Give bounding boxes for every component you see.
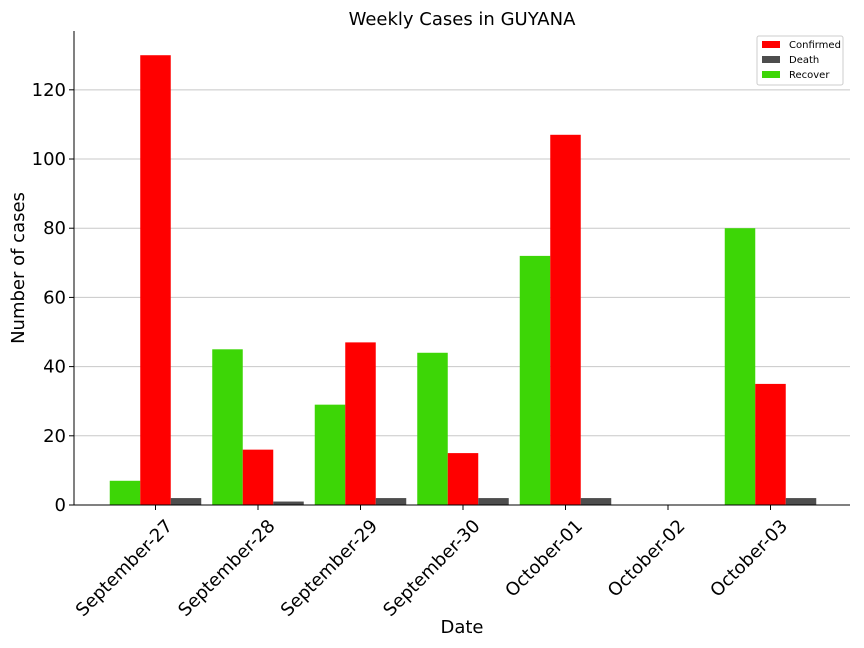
x-tick-label: September-30 xyxy=(379,516,484,621)
bar-recover xyxy=(724,228,756,506)
bar-death xyxy=(785,498,817,505)
x-tick-label: September-29 xyxy=(277,516,382,621)
bar-confirmed xyxy=(242,449,274,505)
x-tick-label: October-01 xyxy=(501,516,587,602)
bar-recover xyxy=(417,352,448,505)
x-axis-title: Date xyxy=(440,617,483,638)
legend-label-recover: Recover xyxy=(789,70,830,81)
legend: Confirmed Death Recover xyxy=(756,35,844,86)
legend-swatch-recover xyxy=(762,71,780,78)
y-tick-label: 0 xyxy=(55,495,66,516)
bar-confirmed xyxy=(755,383,786,505)
bar-death xyxy=(375,498,407,505)
chart-title: Weekly Cases in GUYANA xyxy=(349,9,576,30)
bar-confirmed xyxy=(140,55,171,505)
y-ticks: 0 20 40 60 80 100 120 xyxy=(32,80,74,516)
bar-death xyxy=(478,498,509,505)
x-tick-label: September-28 xyxy=(174,516,279,621)
axes xyxy=(73,31,850,506)
bar-recover xyxy=(519,255,551,505)
y-tick-label: 60 xyxy=(43,287,66,308)
x-tick-label: October-03 xyxy=(706,516,792,602)
legend-swatch-confirmed xyxy=(762,41,780,48)
y-axis-title: Number of cases xyxy=(8,192,29,344)
bar-confirmed xyxy=(550,134,581,505)
x-tick-label: October-02 xyxy=(604,516,690,602)
y-tick-label: 120 xyxy=(32,80,66,101)
bars xyxy=(109,55,817,506)
legend-label-confirmed: Confirmed xyxy=(789,40,841,51)
bar-recover xyxy=(109,480,141,505)
bar-recover xyxy=(212,349,243,505)
grid-lines xyxy=(74,89,850,437)
legend-swatch-death xyxy=(762,56,780,63)
bar-confirmed xyxy=(345,342,376,505)
y-tick-label: 80 xyxy=(43,218,66,239)
x-tick-label: September-27 xyxy=(72,516,177,621)
bar-death xyxy=(170,498,202,505)
bar-death xyxy=(273,501,304,505)
bar-confirmed xyxy=(447,453,479,505)
y-tick-label: 40 xyxy=(43,357,66,378)
y-tick-label: 100 xyxy=(32,149,66,170)
x-ticks: September-27September-28September-29Sept… xyxy=(72,505,792,621)
legend-label-death: Death xyxy=(789,55,819,66)
bar-recover xyxy=(314,404,346,505)
y-tick-label: 20 xyxy=(43,426,66,447)
bar-death xyxy=(580,498,612,505)
